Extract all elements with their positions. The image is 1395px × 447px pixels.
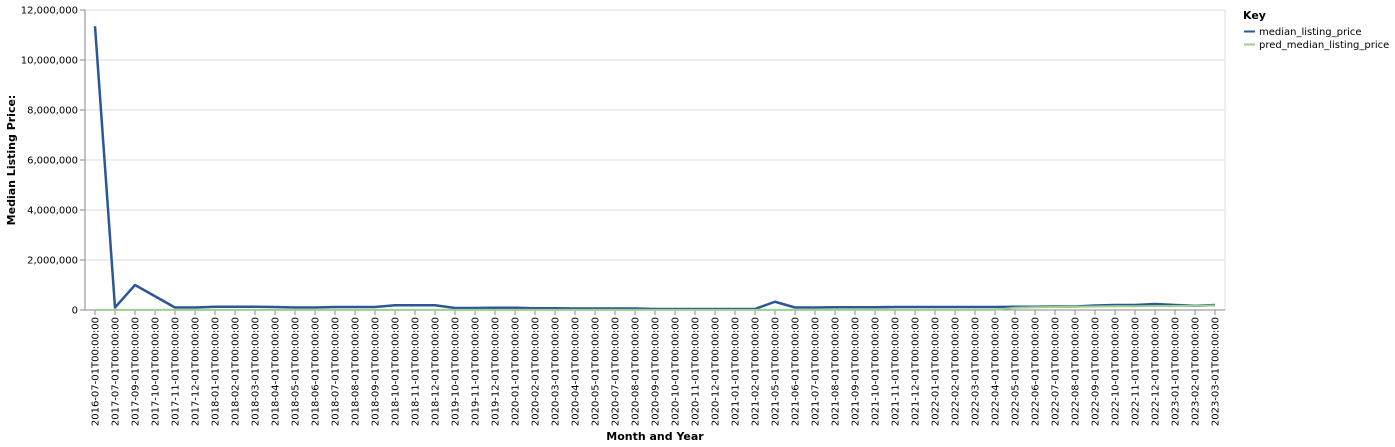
x-tick-label: 2018-05-01T00:00:00	[291, 317, 302, 426]
x-tick-label: 2017-11-01T00:00:00	[171, 317, 182, 426]
x-tick-label: 2022-09-01T00:00:00	[1091, 317, 1102, 426]
x-tick-label: 2017-12-01T00:00:00	[191, 317, 202, 426]
x-tick-label: 2021-07-01T00:00:00	[811, 317, 822, 426]
x-tick-label: 2020-03-01T00:00:00	[551, 317, 562, 426]
x-tick-label: 2020-04-01T00:00:00	[571, 317, 582, 426]
x-tick-label: 2021-11-01T00:00:00	[891, 317, 902, 426]
x-tick-label: 2022-10-01T00:00:00	[1111, 317, 1122, 426]
legend-items: median_listing_price pred_median_listing_…	[1244, 27, 1389, 51]
y-tick-label: 2,000,000	[27, 256, 78, 267]
x-tick-label: 2018-12-01T00:00:00	[431, 317, 442, 426]
x-tick-label: 2019-10-01T00:00:00	[451, 317, 462, 426]
x-tick-label: 2022-07-01T00:00:00	[1051, 317, 1062, 426]
x-tick-label: 2018-08-01T00:00:00	[351, 317, 362, 426]
x-tick-label: 2020-05-01T00:00:00	[591, 317, 602, 426]
x-tick-label: 2020-01-01T00:00:00	[511, 317, 522, 426]
x-tick-label: 2019-12-01T00:00:00	[491, 317, 502, 426]
x-tick-label: 2022-01-01T00:00:00	[931, 317, 942, 426]
x-tick-label: 2022-04-01T00:00:00	[991, 317, 1002, 426]
x-tick-label: 2022-11-01T00:00:00	[1131, 317, 1142, 426]
x-tick-label: 2020-07-01T00:00:00	[611, 317, 622, 426]
x-tick-label: 2020-11-01T00:00:00	[691, 317, 702, 426]
y-tick-label: 10,000,000	[21, 56, 78, 67]
x-tick-label: 2019-11-01T00:00:00	[471, 317, 482, 426]
x-tick-label: 2018-10-01T00:00:00	[391, 317, 402, 426]
x-tick-label: 2020-10-01T00:00:00	[671, 317, 682, 426]
x-tick-label: 2018-09-01T00:00:00	[371, 317, 382, 426]
x-tick-label: 2021-01-01T00:00:00	[731, 317, 742, 426]
x-tick-label: 2018-04-01T00:00:00	[271, 317, 282, 426]
series-lines	[93, 26, 1216, 311]
y-axis: 0 2,000,000 4,000,000 6,000,000 8,000,000 10,…	[21, 6, 86, 317]
x-tick-label: 2021-08-01T00:00:00	[831, 317, 842, 426]
x-tick-label: 2022-03-01T00:00:00	[971, 317, 982, 426]
x-axis-title: Month and Year	[606, 430, 704, 443]
legend: Key median_listing_price pred_median_list…	[1243, 9, 1389, 51]
x-tick-label: 2020-09-01T00:00:00	[651, 317, 662, 426]
x-tick-label: 2020-02-01T00:00:00	[531, 317, 542, 426]
x-tick-label: 2022-05-01T00:00:00	[1011, 317, 1022, 426]
x-tick-label: 2021-05-01T00:00:00	[771, 317, 782, 426]
x-tick-label: 2020-08-01T00:00:00	[631, 317, 642, 426]
x-tick-label: 2018-06-01T00:00:00	[311, 317, 322, 426]
x-tick-label: 2020-12-01T00:00:00	[711, 317, 722, 426]
x-tick-label: 2021-02-01T00:00:00	[751, 317, 762, 426]
x-tick-label: 2018-11-01T00:00:00	[411, 317, 422, 426]
x-axis: 2016-07-01T00:00:00 2017-07-01T00:00:00 20…	[85, 309, 1225, 426]
series-line-median-listing-price	[93, 26, 1216, 311]
x-tick-label: 2017-09-01T00:00:00	[131, 317, 142, 426]
x-tick-label: 2022-12-01T00:00:00	[1151, 317, 1162, 426]
x-tick-label: 2017-07-01T00:00:00	[111, 317, 122, 426]
x-tick-label: 2023-02-01T00:00:00	[1191, 317, 1202, 426]
x-tick-label: 2023-01-01T00:00:00	[1171, 317, 1182, 426]
x-tick-label: 2017-10-01T00:00:00	[151, 317, 162, 426]
x-tick-label: 2018-03-01T00:00:00	[251, 317, 262, 426]
y-axis-title: Median Listing Price:	[5, 95, 18, 226]
y-tick-label: 0	[72, 306, 78, 317]
x-tick-label: 2018-01-01T00:00:00	[211, 317, 222, 426]
x-tick-label: 2022-06-01T00:00:00	[1031, 317, 1042, 426]
y-tick-label: 12,000,000	[21, 6, 78, 17]
y-tick-label: 4,000,000	[27, 206, 78, 217]
y-tick-label: 8,000,000	[27, 106, 78, 117]
x-tick-label: 2018-02-01T00:00:00	[231, 317, 242, 426]
y-tick-label: 6,000,000	[27, 156, 78, 167]
x-tick-label: 2021-10-01T00:00:00	[871, 317, 882, 426]
x-tick-label: 2021-12-01T00:00:00	[911, 317, 922, 426]
x-tick-label: 2021-09-01T00:00:00	[851, 317, 862, 426]
legend-label: pred_median_listing_price	[1259, 40, 1389, 51]
legend-label: median_listing_price	[1259, 27, 1362, 38]
x-tick-label: 2021-06-01T00:00:00	[791, 317, 802, 426]
legend-title: Key	[1243, 9, 1266, 22]
x-tick-label: 2023-03-01T00:00:00	[1211, 317, 1222, 426]
x-tick-label: 2022-08-01T00:00:00	[1071, 317, 1082, 426]
x-tick-label: 2022-02-01T00:00:00	[951, 317, 962, 426]
x-tick-label: 2018-07-01T00:00:00	[331, 317, 342, 426]
x-tick-label: 2016-07-01T00:00:00	[91, 317, 102, 426]
grid-lines	[85, 9, 1226, 311]
series-line-pred-median-listing-price	[95, 304, 1216, 311]
